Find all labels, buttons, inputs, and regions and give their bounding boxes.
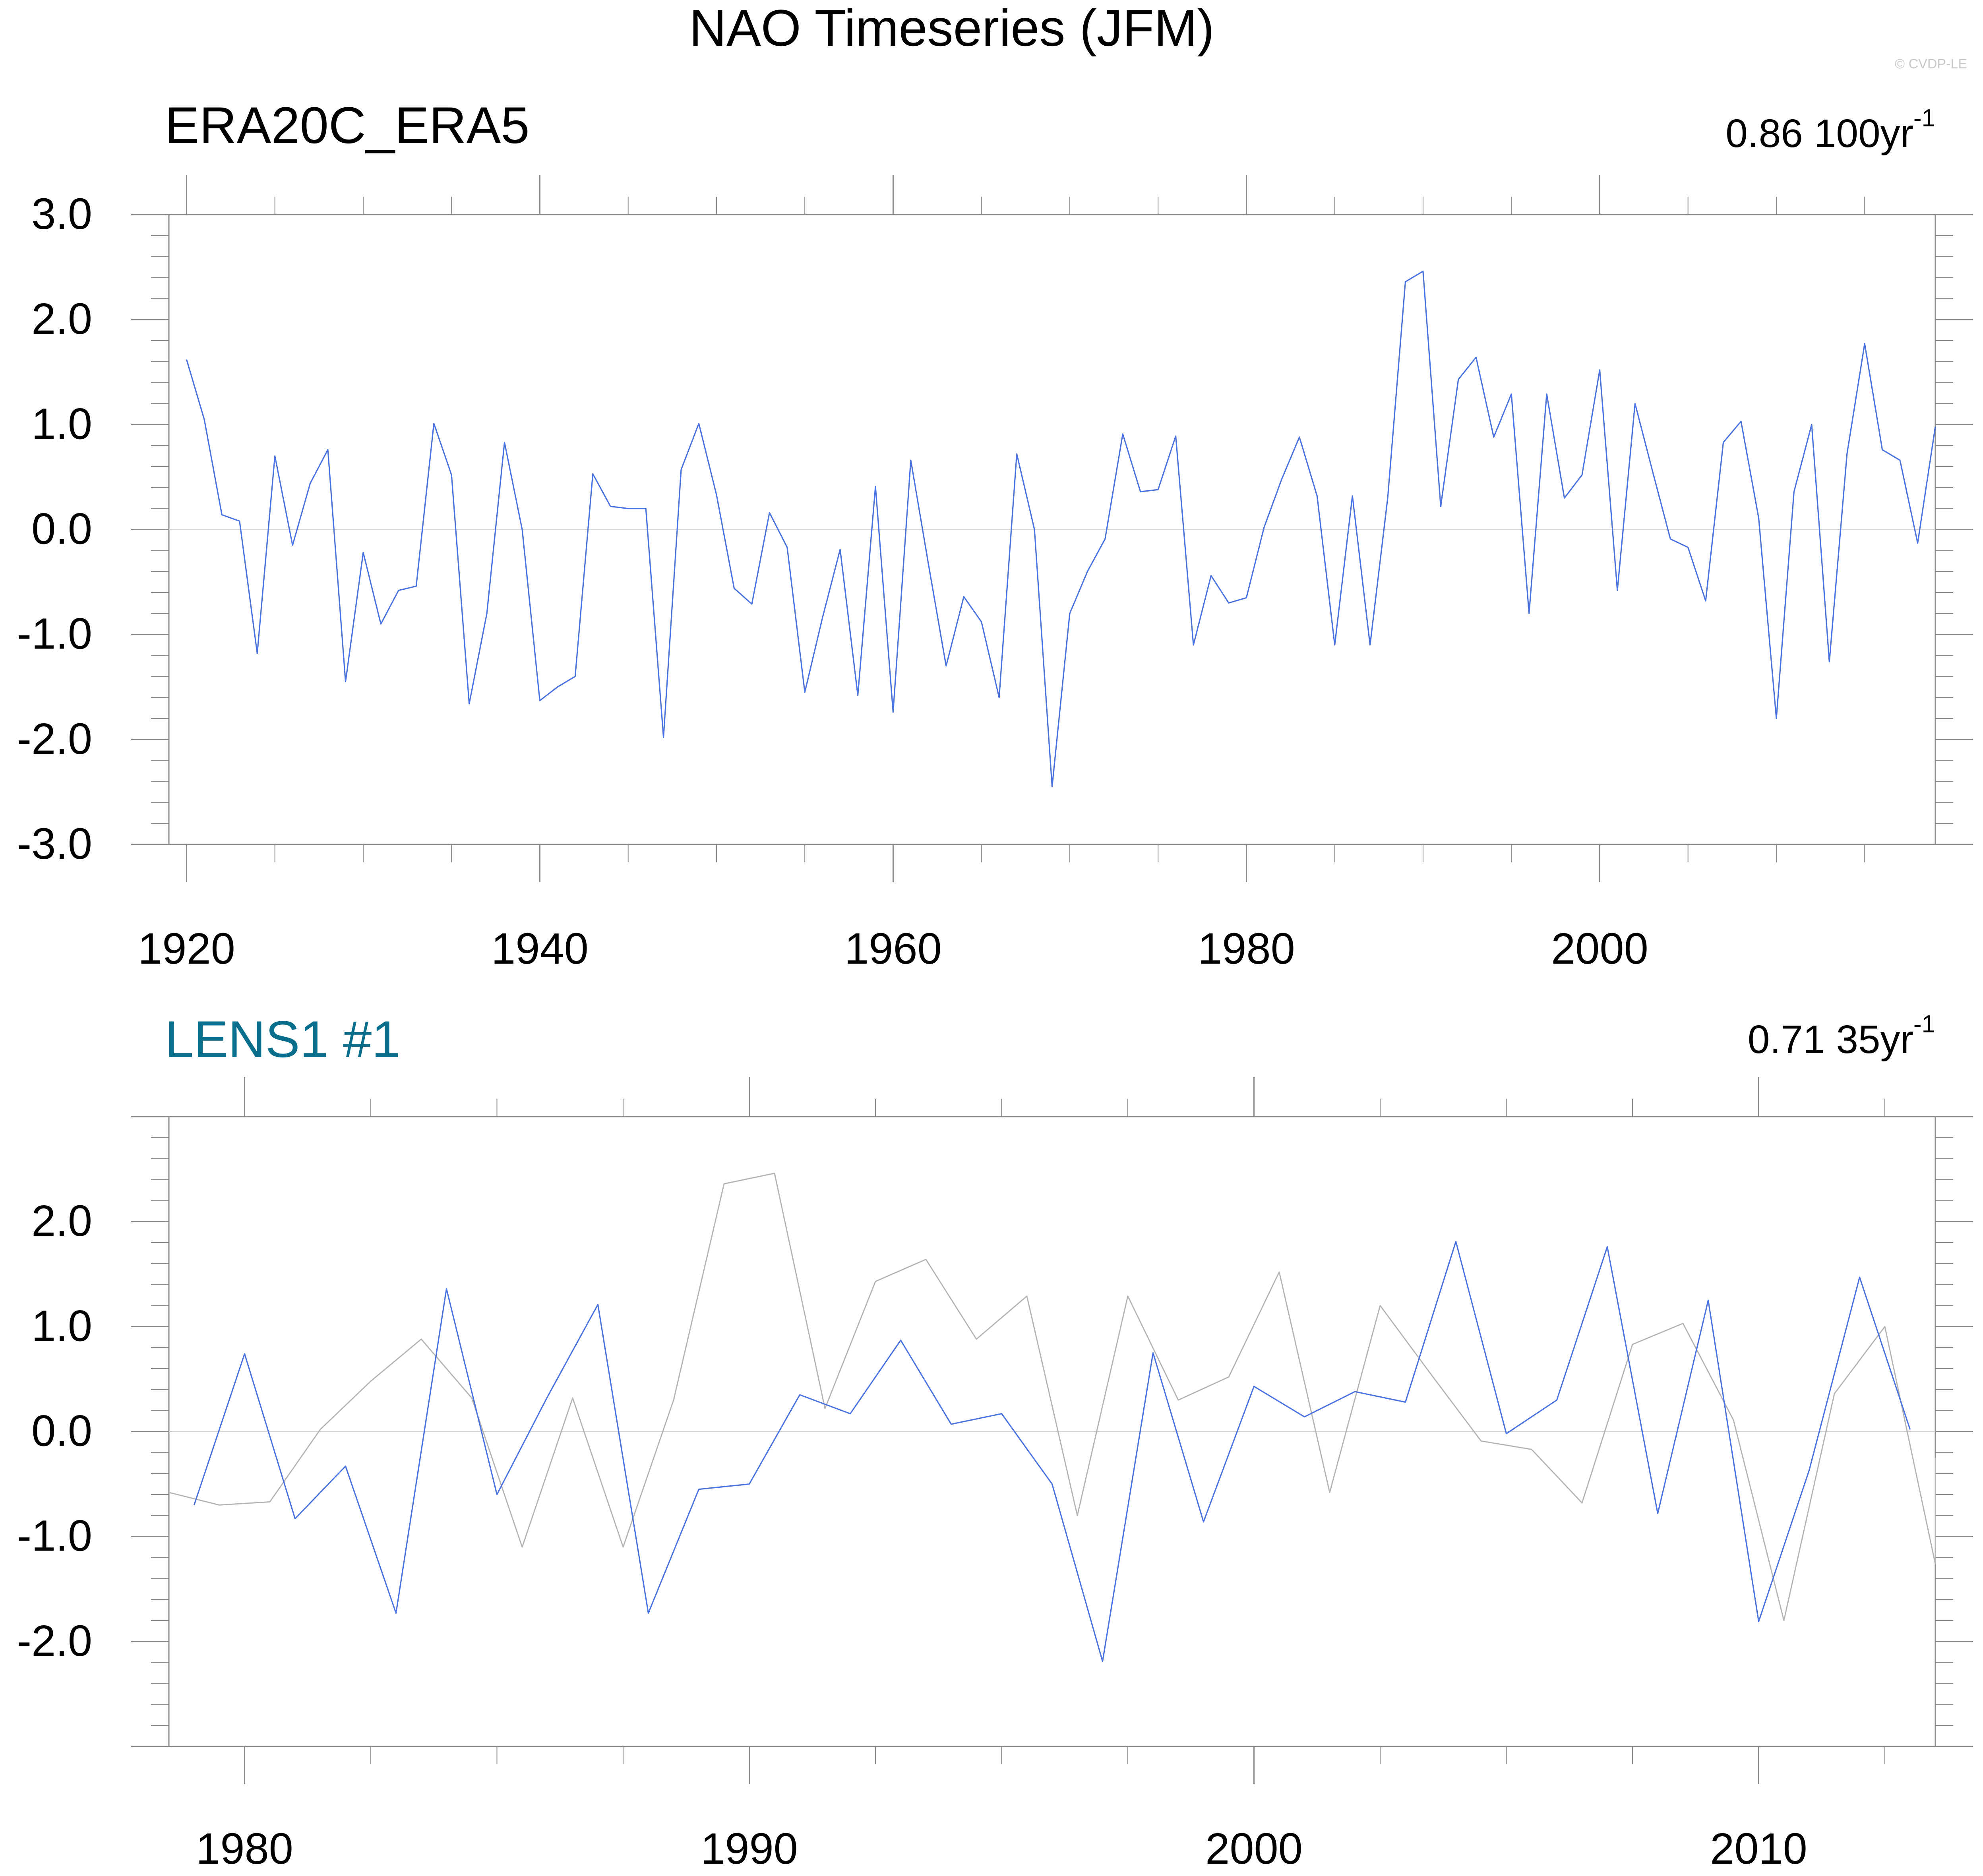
y-tick-label: -1.0 bbox=[17, 1512, 92, 1560]
x-tick-label: 2000 bbox=[1205, 1824, 1303, 1873]
series-line-primary bbox=[186, 270, 1936, 788]
y-tick-label: 0.0 bbox=[31, 1407, 92, 1456]
figure-title: NAO Timeseries (JFM) bbox=[689, 0, 1214, 57]
x-tick-label: 1980 bbox=[196, 1824, 293, 1873]
panel-title: ERA20C_ERA5 bbox=[165, 96, 530, 154]
panel-era20c-era5: ERA20C_ERA5 0.86 100yr-1 3.0 2.0 1.0 0.0 -1.… bbox=[17, 96, 1973, 973]
y-tick-label: 0.0 bbox=[31, 505, 92, 554]
y-tick-label: 1.0 bbox=[31, 399, 92, 448]
series-line-primary bbox=[193, 1241, 1911, 1662]
y-tick-label: -2.0 bbox=[17, 714, 92, 763]
x-tick-label: 2010 bbox=[1710, 1824, 1807, 1873]
y-tick-label: -3.0 bbox=[17, 819, 92, 868]
y-tick-label: -1.0 bbox=[17, 610, 92, 658]
plot-area: 2.0 1.0 0.0 -1.0 -2.0 1980 1990 2000 2010 bbox=[17, 1077, 1973, 1873]
watermark-text: © CVDP-LE bbox=[1895, 56, 1967, 72]
x-tick-label: 2000 bbox=[1551, 924, 1648, 973]
y-tick-label: 2.0 bbox=[31, 1196, 92, 1245]
y-tick-label: 2.0 bbox=[31, 294, 92, 343]
panel-lens1-1: LENS1 #1 0.71 35yr-1 2.0 1.0 0.0 -1.0 -2.0 19… bbox=[17, 1010, 1973, 1873]
trend-label: 0.86 100yr-1 bbox=[1725, 105, 1935, 156]
x-tick-label: 1940 bbox=[491, 924, 589, 973]
x-tick-label: 1960 bbox=[844, 924, 942, 973]
y-tick-label: 1.0 bbox=[31, 1301, 92, 1350]
x-tick-label: 1990 bbox=[701, 1824, 798, 1873]
trend-value: 0.86 100yr bbox=[1725, 111, 1913, 156]
trend-exponent: -1 bbox=[1913, 105, 1935, 132]
series-line-observed bbox=[168, 1173, 1936, 1621]
trend-value: 0.71 35yr bbox=[1748, 1017, 1913, 1062]
panel-title: LENS1 #1 bbox=[165, 1010, 401, 1068]
x-tick-label: 1920 bbox=[138, 924, 235, 973]
y-tick-label: -2.0 bbox=[17, 1617, 92, 1665]
trend-exponent: -1 bbox=[1913, 1011, 1935, 1038]
trend-label: 0.71 35yr-1 bbox=[1748, 1011, 1935, 1062]
y-tick-label: 3.0 bbox=[31, 190, 92, 238]
plot-area: 3.0 2.0 1.0 0.0 -1.0 -2.0 -3.0 1920 1940 1960 1980… bbox=[17, 175, 1973, 973]
x-tick-label: 1980 bbox=[1198, 924, 1295, 973]
